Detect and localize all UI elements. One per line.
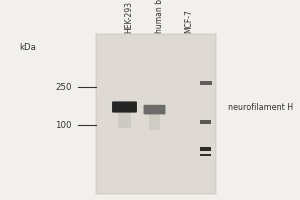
Text: 100: 100: [56, 120, 72, 130]
Text: 250: 250: [56, 82, 72, 92]
Bar: [118, 112, 131, 128]
FancyBboxPatch shape: [112, 101, 137, 113]
Bar: [200, 81, 211, 85]
Text: kDa: kDa: [19, 44, 36, 52]
Bar: [200, 154, 211, 156]
FancyBboxPatch shape: [144, 105, 166, 114]
Text: neurofilament H: neurofilament H: [228, 102, 293, 112]
Bar: [149, 114, 160, 130]
Bar: [200, 120, 211, 124]
Text: MCF-7: MCF-7: [184, 9, 194, 33]
Text: HEK-293: HEK-293: [124, 1, 134, 33]
Text: human brain: human brain: [154, 0, 164, 33]
Bar: [96, 34, 216, 194]
Bar: [200, 147, 211, 151]
